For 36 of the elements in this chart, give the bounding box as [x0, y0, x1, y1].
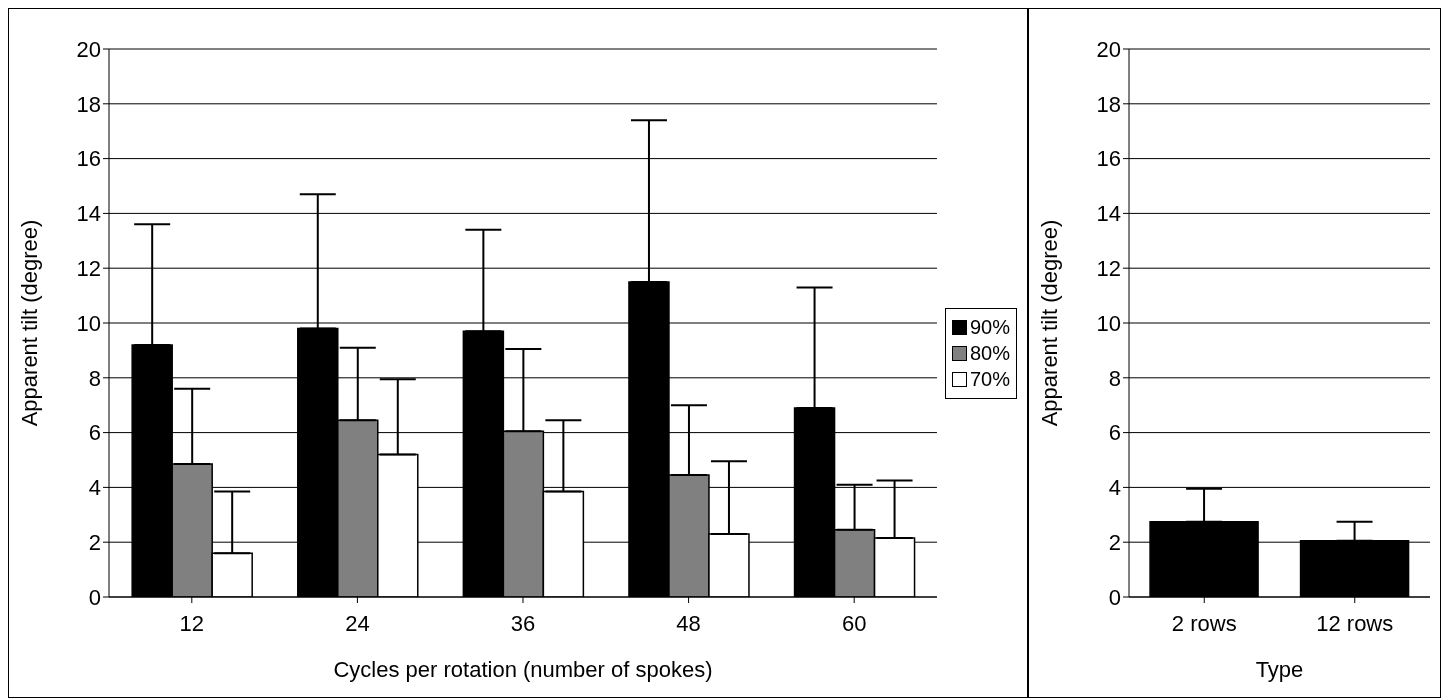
y-tick-label: 14	[76, 201, 101, 227]
legend-label: 80%	[969, 341, 1010, 365]
y-tick-label: 6	[88, 420, 101, 446]
y-tick-label: 10	[1096, 310, 1121, 336]
x-tick-label: 12 rows	[1316, 610, 1394, 636]
y-tick-label: 4	[88, 475, 101, 501]
y-tick-label: 10	[76, 310, 101, 336]
y-tick-label: 18	[1096, 91, 1121, 117]
y-tick-label: 0	[88, 584, 101, 610]
x-axis-title: Cycles per rotation (number of spokes)	[333, 657, 713, 682]
y-tick-label: 8	[88, 365, 101, 391]
y-axis-title: Apparent tilt (degree)	[16, 219, 42, 427]
x-tick-label: 24	[345, 610, 370, 636]
x-tick-label: 2 rows	[1171, 610, 1237, 636]
x-tick-label: 60	[841, 610, 867, 636]
y-tick-label: 16	[1096, 146, 1121, 172]
y-tick-label: 12	[76, 256, 101, 282]
legend-label: 90%	[969, 315, 1010, 339]
y-tick-label: 4	[1108, 475, 1121, 501]
y-tick-label: 18	[76, 91, 101, 117]
y-axis-title: Apparent tilt (degree)	[1036, 219, 1062, 427]
legend-label: 70%	[969, 367, 1010, 391]
y-tick-label: 6	[1108, 420, 1121, 446]
y-tick-label: 12	[1096, 256, 1121, 282]
y-tick-label: 14	[1096, 201, 1121, 227]
y-tick-label: 2	[1108, 530, 1121, 556]
y-tick-label: 0	[1108, 584, 1121, 610]
y-tick-label: 20	[76, 36, 101, 62]
y-tick-label: 20	[1096, 36, 1121, 62]
y-tick-label: 2	[88, 530, 101, 556]
x-tick-label: 36	[510, 610, 536, 636]
y-tick-label: 8	[1108, 365, 1121, 391]
x-tick-label: 48	[676, 610, 701, 636]
y-tick-label: 16	[76, 146, 101, 172]
x-axis-title: Type	[1255, 657, 1304, 682]
x-tick-label: 12	[179, 610, 205, 636]
